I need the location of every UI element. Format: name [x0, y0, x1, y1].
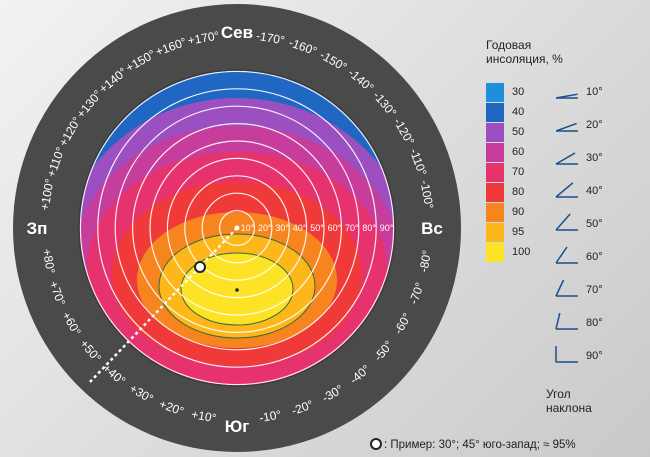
tilt-icon-row: 60° [552, 245, 622, 267]
tilt-circle-90 [79, 70, 395, 386]
tilt-circle-60 [132, 122, 343, 334]
tilt-icon-label: 10° [586, 86, 603, 98]
legend-label: 50 [512, 126, 525, 138]
tilt-icon-row: 90° [552, 344, 622, 366]
legend-swatch [486, 183, 504, 202]
tilt-scale-label: 30° [275, 223, 289, 233]
legend: Годовая инсоляция, % 30 40 50 60 70 80 90 95 100 [478, 38, 588, 262]
tilt-angle-icon [555, 312, 578, 330]
tilt-icon-row: 70° [552, 278, 622, 300]
tilt-icon-row: 20° [552, 113, 622, 135]
tilt-icon-label: 30° [586, 152, 603, 164]
tilt-circle-70 [114, 105, 360, 351]
compass-label: -170° [255, 29, 286, 48]
tilt-icon-label: 20° [586, 119, 603, 131]
tilt-circle-30 [184, 175, 290, 281]
legend-label: 70 [512, 166, 525, 178]
compass-label: -10° [258, 407, 282, 425]
legend-label: 30 [512, 86, 525, 98]
tilt-scale-label: 80° [362, 223, 376, 233]
label-north: Сев [221, 23, 253, 42]
optimum-point [235, 288, 239, 292]
legend-label: 95 [512, 226, 525, 238]
tilt-icon-label: 60° [586, 251, 603, 263]
tilt-icon-label: 50° [586, 218, 603, 230]
tilt-icon-row: 30° [552, 146, 622, 168]
tilt-scale-label: 20° [258, 223, 272, 233]
tilt-scale-label: 90° [380, 223, 394, 233]
tilt-angle-icon [555, 93, 578, 99]
legend-swatch [486, 203, 504, 222]
legend-swatch [486, 223, 504, 242]
legend-swatch [486, 243, 504, 262]
tilt-scale-label: 10° [241, 223, 255, 233]
compass-label: +80° [40, 248, 58, 275]
tilt-scale: 10° 20° 30° 40° 50° 60° 70° 80° 90° [241, 223, 394, 233]
compass-label: -80° [416, 249, 434, 273]
legend-label: 40 [512, 106, 525, 118]
tilt-scale-label: 60° [328, 223, 342, 233]
tilt-title-line1: Угол [546, 387, 571, 401]
legend-label: 60 [512, 146, 525, 158]
tilt-icon-row: 50° [552, 212, 622, 234]
tilt-icon-row: 80° [552, 311, 622, 333]
compass-label: +10° [190, 407, 217, 425]
legend-swatch [486, 163, 504, 182]
example-note: : Пример: 30°; 45° юго-запад; ≈ 95% [370, 438, 650, 451]
legend-title: Годовая инсоляция, % [486, 38, 588, 66]
legend-label: 80 [512, 186, 525, 198]
example-dot-icon [370, 438, 382, 450]
tilt-angle-icon [555, 279, 578, 297]
legend-swatch [486, 83, 504, 102]
tilt-scale-label: 50° [310, 223, 324, 233]
tilt-title-line2: наклона [546, 401, 592, 415]
compass-label: +100° [37, 177, 56, 211]
compass-label: +170° [187, 28, 221, 47]
tilt-circle-20 [201, 192, 273, 264]
tilt-scale-label: 40° [293, 223, 307, 233]
example-marker [194, 261, 206, 273]
compass-label: -100° [418, 179, 437, 210]
insolation-zones [79, 70, 395, 386]
label-east: Вс [421, 219, 443, 238]
label-south: Юг [225, 417, 250, 436]
tilt-scale-label: 70° [345, 223, 359, 233]
tilt-icon-row: 40° [552, 179, 622, 201]
tilt-angle-icon [555, 246, 578, 264]
legend-label: 100 [512, 246, 531, 258]
tilt-icon-label: 70° [586, 284, 603, 296]
legend-label: 90 [512, 206, 525, 218]
tilt-icon-label: 90° [586, 350, 603, 362]
tilt-circle-80 [97, 88, 377, 368]
tilt-circle-40 [166, 157, 308, 299]
tilt-icon-row: 10° [552, 80, 622, 102]
tilt-angle-icon [555, 182, 578, 198]
tilt-title: Угол наклона [546, 387, 636, 415]
tilt-angle-icon [555, 346, 578, 363]
example-text: : Пример: 30°; 45° юго-запад; ≈ 95% [384, 439, 576, 451]
tilt-angle-icon [555, 213, 578, 231]
tilt-icon-label: 40° [586, 185, 603, 197]
tilt-circle-10 [219, 210, 256, 247]
tilt-angle-icon [555, 122, 578, 132]
legend-swatch [486, 143, 504, 162]
legend-swatch [486, 103, 504, 122]
legend-swatch [486, 123, 504, 142]
tilt-icon-label: 80° [586, 317, 603, 329]
legend-title-line2: инсоляция, % [486, 52, 563, 66]
tilt-angle-icon [555, 152, 578, 165]
legend-title-line1: Годовая [486, 38, 532, 52]
tilt-circle-50 [149, 140, 325, 316]
label-west: Зп [27, 219, 48, 238]
